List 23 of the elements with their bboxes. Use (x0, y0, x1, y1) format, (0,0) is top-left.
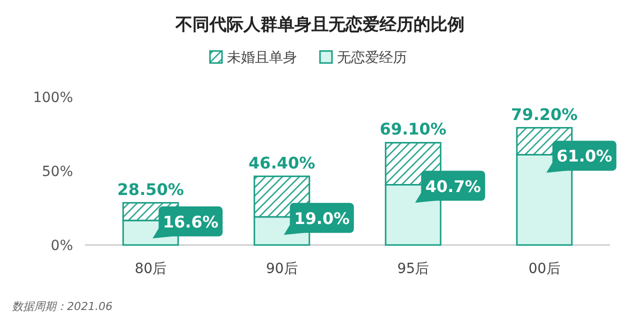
picture-label-callout: 19.0% (284, 202, 354, 235)
x-tick-label: 00后 (528, 261, 560, 277)
data-label: 19.0% (294, 208, 350, 228)
chart-title: 不同代际人群单身且无恋爱经历的比例 (174, 15, 464, 35)
x-tick-label: 95后 (397, 261, 430, 277)
text: 数据周期：2021.06 (12, 300, 112, 313)
data-label: 61.0% (556, 146, 612, 166)
legend-label: 未婚且单身 (227, 50, 297, 66)
total-label: 79.20% (511, 104, 578, 124)
picture-label-callout: 61.0% (546, 140, 616, 173)
y-tick-label: 100% (32, 90, 73, 106)
x-tick-label: 80后 (134, 261, 167, 277)
x-tick-label: 90后 (266, 261, 298, 277)
picture-label-callout: 16.6% (152, 206, 223, 238)
y-tick-label: 50% (42, 164, 73, 180)
legend-label: 无恋爱经历 (337, 50, 407, 66)
picture-label-callout: 40.7% (415, 170, 486, 203)
total-label: 69.10% (380, 120, 446, 139)
y-tick-label: 0% (50, 238, 73, 254)
data-label: 40.7% (425, 176, 481, 196)
data-label: 16.6% (162, 212, 218, 232)
total-label: 28.50% (117, 180, 184, 199)
total-label: 46.40% (248, 153, 316, 172)
